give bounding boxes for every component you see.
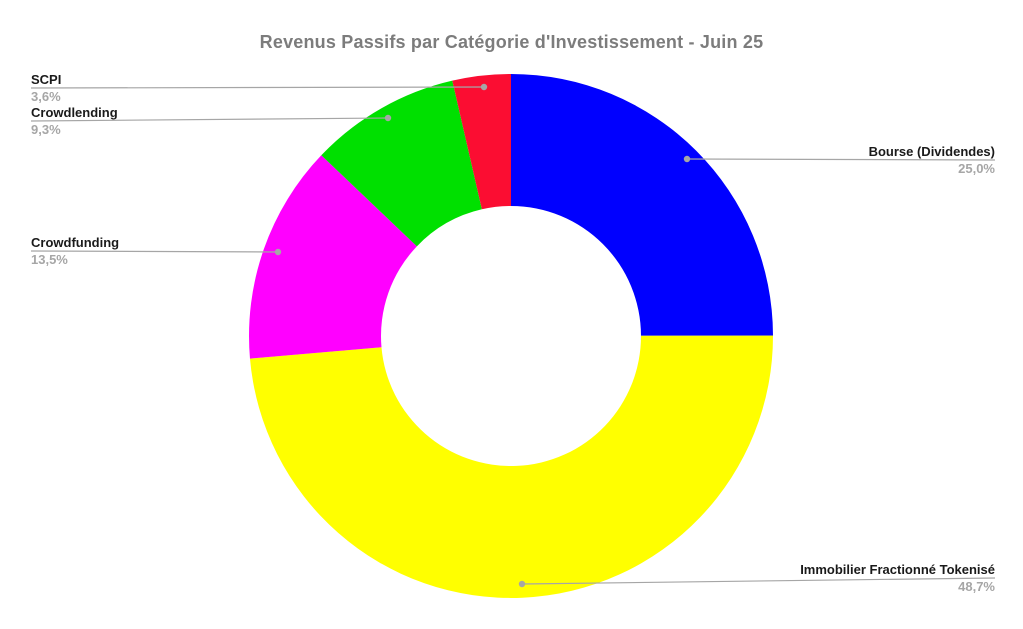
pie-slice-crowdlending [321,80,482,247]
pie-slice-scpi [452,74,511,210]
pie-slice-immobilier-fractionn-tokenis- [249,335,774,598]
callout-dot [274,248,282,256]
callout-dot [683,155,691,163]
callout-dot [384,114,392,122]
callout-dot [480,83,488,91]
callout-line [30,117,389,122]
chart-title: Revenus Passifs par Catégorie d'Investis… [259,32,764,52]
callout-line [30,250,279,253]
callout-line [686,158,996,161]
callout-line [30,86,485,89]
callout-dot [518,580,526,588]
pie-slice-crowdfunding [249,155,417,359]
callout-line [521,577,996,585]
pie-slice-bourse-dividendes- [511,74,773,336]
